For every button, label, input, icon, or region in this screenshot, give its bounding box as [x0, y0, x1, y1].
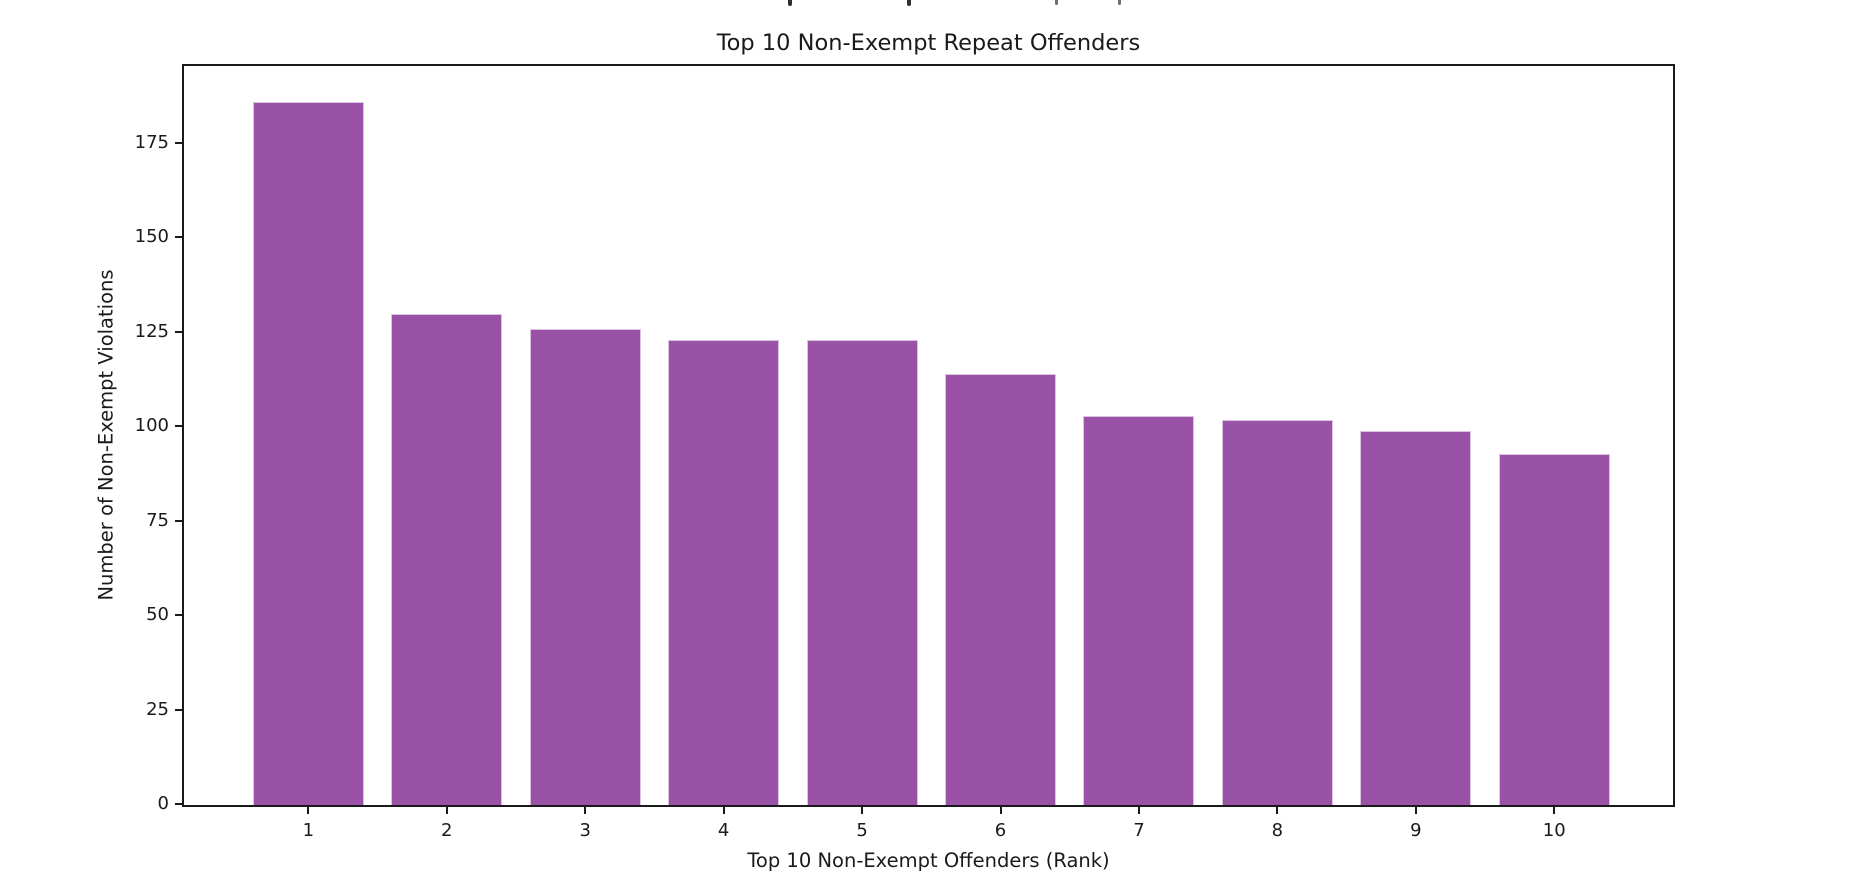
y-tick-mark [175, 141, 183, 144]
clipped-text-descender [1118, 0, 1121, 5]
y-tick-mark [175, 236, 183, 239]
x-tick-mark [1553, 806, 1556, 814]
bar-rank-1 [252, 102, 364, 805]
plot-area [182, 64, 1675, 807]
clipped-text-descender [907, 0, 911, 6]
y-tick-mark [175, 708, 183, 711]
x-tick-label: 1 [302, 820, 315, 841]
x-tick-label: 9 [1410, 820, 1422, 841]
x-tick-mark [1276, 806, 1279, 814]
x-tick-mark [722, 806, 725, 814]
x-tick-mark [1137, 806, 1140, 814]
x-tick-label: 4 [717, 820, 730, 841]
bar-rank-2 [391, 313, 503, 805]
x-tick-label: 6 [994, 820, 1007, 841]
y-tick-mark [175, 330, 183, 333]
bar-rank-5 [806, 340, 918, 805]
bar-rank-4 [668, 340, 780, 805]
bar-rank-7 [1083, 415, 1195, 805]
x-tick-mark [861, 806, 864, 814]
bar-rank-3 [529, 328, 641, 805]
y-tick-label: 75 [146, 509, 169, 531]
x-tick-label: 7 [1133, 820, 1145, 841]
bar-rank-9 [1360, 430, 1472, 805]
bar-rank-10 [1498, 453, 1610, 805]
x-tick-mark [584, 806, 587, 814]
y-tick-mark [175, 614, 183, 617]
y-tick-mark [175, 803, 183, 805]
x-tick-mark [307, 806, 310, 814]
y-tick-mark [175, 519, 183, 522]
x-axis-label: Top 10 Non-Exempt Offenders (Rank) [747, 849, 1110, 872]
x-tick-mark [1414, 806, 1417, 814]
y-tick-label: 50 [146, 604, 169, 626]
y-tick-label: 150 [134, 226, 169, 248]
x-tick-label: 10 [1542, 820, 1566, 841]
x-tick-label: 2 [441, 820, 453, 841]
x-tick-mark [999, 806, 1002, 814]
y-axis-label: Number of Non-Exempt Violations [94, 269, 118, 601]
y-tick-label: 0 [157, 793, 169, 814]
x-tick-label: 8 [1271, 820, 1284, 841]
x-tick-mark [445, 806, 448, 814]
y-tick-label: 100 [134, 415, 169, 437]
bar-rank-8 [1221, 419, 1333, 805]
clipped-text-descender [788, 0, 792, 6]
y-tick-label: 125 [134, 320, 169, 342]
x-tick-label: 5 [856, 820, 868, 841]
chart-title: Top 10 Non-Exempt Repeat Offenders [716, 30, 1141, 56]
y-tick-label: 25 [146, 698, 169, 720]
bar-rank-6 [945, 374, 1056, 805]
y-tick-label: 175 [134, 131, 169, 153]
x-tick-label: 3 [579, 820, 591, 841]
clipped-text-descender [1055, 0, 1058, 5]
y-tick-mark [175, 425, 183, 428]
